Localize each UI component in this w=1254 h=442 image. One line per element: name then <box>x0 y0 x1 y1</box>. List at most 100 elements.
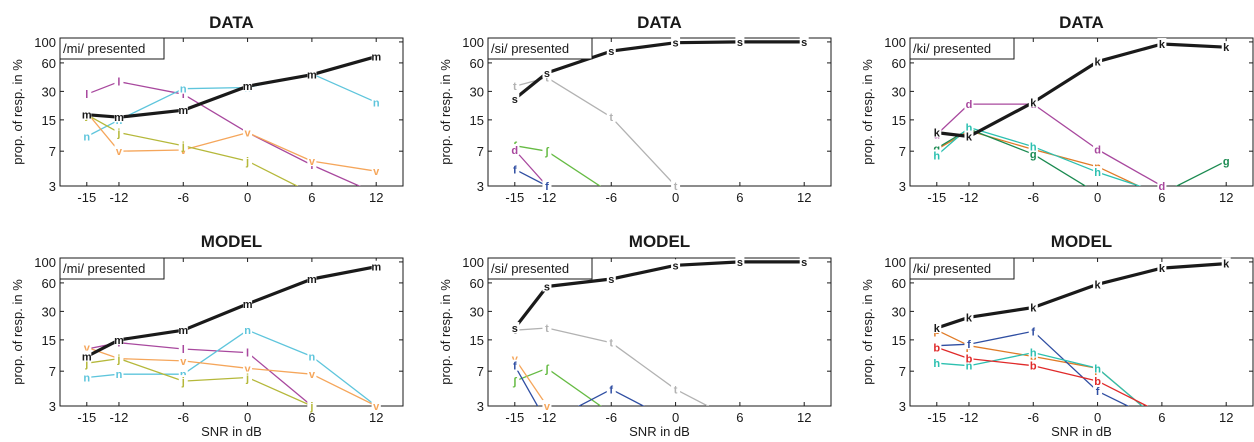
y-tick-label: 30 <box>892 304 906 319</box>
data-point-marker: s <box>608 274 614 286</box>
series-line <box>86 81 361 186</box>
marker-bg <box>932 357 942 369</box>
panel-title: DATA <box>209 13 254 32</box>
panel-title: MODEL <box>629 232 690 251</box>
marker-bg <box>114 145 124 157</box>
series-d: ddddd <box>932 98 1168 193</box>
condition-label: /mi/ presented <box>63 41 145 56</box>
y-tick-label: 60 <box>892 276 906 291</box>
data-point-marker: j <box>116 354 120 366</box>
marker-bg <box>1093 166 1103 178</box>
plot-frame <box>487 37 832 187</box>
series-line <box>86 342 315 406</box>
x-tick-label: -15 <box>77 410 96 425</box>
marker-bg <box>964 121 974 133</box>
series-t: t t t t <box>510 71 681 193</box>
data-point-marker: h <box>933 151 940 163</box>
y-tick-label: 15 <box>42 113 56 128</box>
marker-bg <box>932 126 942 138</box>
data-point-marker: s <box>801 37 807 49</box>
y-tick-label: 15 <box>892 113 906 128</box>
condition-label-box <box>59 257 165 280</box>
condition-label-box <box>59 37 165 60</box>
series-line <box>514 149 549 186</box>
data-point-marker: ʃ <box>512 376 518 388</box>
panel-data-3: DATA -15 -12 -6 0 6 12 3 7 15 30 60 100 prop. of resp… <box>860 13 1254 205</box>
y-tick-label: 100 <box>462 255 484 270</box>
marker-bg <box>1093 143 1103 155</box>
data-point-marker: d <box>511 145 518 157</box>
panel-model-3: MODEL -15 -12 -6 0 6 12 3 7 15 30 60 100 prop. of res… <box>860 232 1254 439</box>
marker-bg <box>114 352 124 364</box>
series-line <box>86 55 377 119</box>
data-point-marker: n <box>116 369 123 381</box>
x-tick-label: -15 <box>505 410 524 425</box>
y-tick-label: 7 <box>49 144 56 159</box>
condition-label: /si/ presented <box>491 41 569 56</box>
series-line <box>936 103 1168 186</box>
data-point-marker: s <box>608 46 614 58</box>
data-point-marker: h <box>1094 167 1101 179</box>
data-point-marker: b <box>933 342 940 354</box>
data-point-marker: h <box>966 361 973 373</box>
data-point-marker: k <box>1159 39 1166 51</box>
x-tick-label: 12 <box>369 190 383 205</box>
marker-bg <box>307 350 317 362</box>
condition-label-box <box>909 37 1015 60</box>
x-tick-label: -15 <box>77 190 96 205</box>
data-point-marker: j <box>245 373 249 385</box>
x-tick-label: -6 <box>1027 190 1039 205</box>
data-point-marker: t <box>609 338 613 350</box>
marker-bg <box>510 322 520 334</box>
condition-label: /ki/ presented <box>913 41 991 56</box>
x-tick-label: 0 <box>672 190 679 205</box>
marker-bg <box>243 371 253 383</box>
x-tick-label: 6 <box>308 190 315 205</box>
data-point-marker: m <box>114 335 124 347</box>
marker-bg <box>243 155 253 167</box>
series-line <box>86 114 299 186</box>
data-point-marker: v <box>309 156 316 168</box>
y-axis-label: prop. of resp. in % <box>10 59 25 165</box>
data-point-marker: f <box>609 384 613 396</box>
marker-bg <box>1028 325 1038 337</box>
series-line <box>936 126 1142 186</box>
marker-bg <box>178 139 188 151</box>
data-point-marker: m <box>307 70 317 82</box>
x-tick-label: 0 <box>1094 410 1101 425</box>
series-k: s s s s s s <box>510 255 809 335</box>
data-point-marker: k <box>966 132 973 144</box>
data-point-marker: m <box>371 52 381 64</box>
x-tick-label: -6 <box>605 190 617 205</box>
marker-bg <box>82 371 92 383</box>
data-point-marker: f <box>1031 326 1035 338</box>
data-point-marker: j <box>181 376 185 388</box>
data-point-marker: m <box>243 299 253 311</box>
data-point-marker: j <box>181 141 185 153</box>
data-point-marker: m <box>307 274 317 286</box>
data-point-marker: m <box>243 81 253 93</box>
series-line <box>936 130 1141 186</box>
data-point-marker: t <box>513 81 517 93</box>
marker-bg <box>243 346 253 358</box>
marker-bg <box>542 66 552 78</box>
marker-bg <box>307 68 317 80</box>
series-line <box>513 40 805 101</box>
data-point-marker: f <box>513 361 517 373</box>
marker-bg <box>82 88 92 100</box>
marker-bg <box>1157 180 1167 191</box>
series-b: b b b b <box>932 341 1149 406</box>
marker-bg <box>964 359 974 371</box>
marker-bg <box>178 375 188 387</box>
y-tick-label: 100 <box>34 35 56 50</box>
condition-label: /ki/ presented <box>913 261 991 276</box>
data-point-marker: n <box>83 132 90 144</box>
series-k: s s s s s s <box>510 35 809 106</box>
series-line <box>86 265 377 358</box>
data-point-marker: ʃ <box>544 363 550 375</box>
y-axis-label: prop. of resp. in % <box>10 279 25 385</box>
marker-bg <box>510 375 520 387</box>
data-point-marker: t <box>674 181 678 193</box>
data-point-marker: v <box>245 128 252 140</box>
data-point-marker: k <box>1030 97 1037 109</box>
